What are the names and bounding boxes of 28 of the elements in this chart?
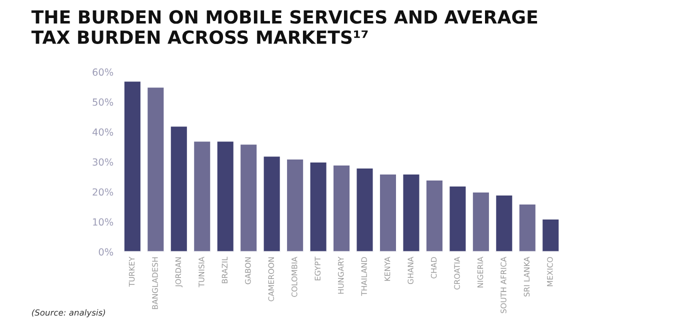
bar (541, 218, 560, 252)
bar (216, 140, 235, 252)
bar (123, 80, 142, 252)
bar (518, 203, 537, 252)
bar (286, 158, 304, 252)
y-tick-label: 0% (98, 248, 114, 256)
bar (472, 191, 490, 252)
bar (146, 86, 166, 252)
y-tick-label: 10% (93, 218, 114, 226)
bar (308, 161, 328, 252)
bar (355, 167, 374, 252)
y-tick-label: 30% (92, 158, 114, 166)
bar (448, 185, 468, 252)
chart-title: THE BURDEN ON MOBILE SERVICES AND AVERAGE TAX BURDEN ACROSS MARKETS¹⁷ (31, 10, 538, 44)
bar (494, 194, 514, 252)
y-tick-label: 20% (92, 188, 114, 196)
y-tick-label: 50% (92, 98, 114, 106)
y-tick-label: 60% (92, 68, 114, 76)
bar (425, 179, 444, 252)
bar (332, 164, 351, 252)
text: (Source: analysis) (32, 309, 106, 318)
bar (378, 173, 398, 252)
y-tick-label: 40% (92, 128, 114, 136)
bar (169, 125, 188, 252)
bar (239, 143, 258, 252)
bar (262, 155, 282, 252)
bar (402, 173, 421, 252)
bar (192, 140, 212, 252)
